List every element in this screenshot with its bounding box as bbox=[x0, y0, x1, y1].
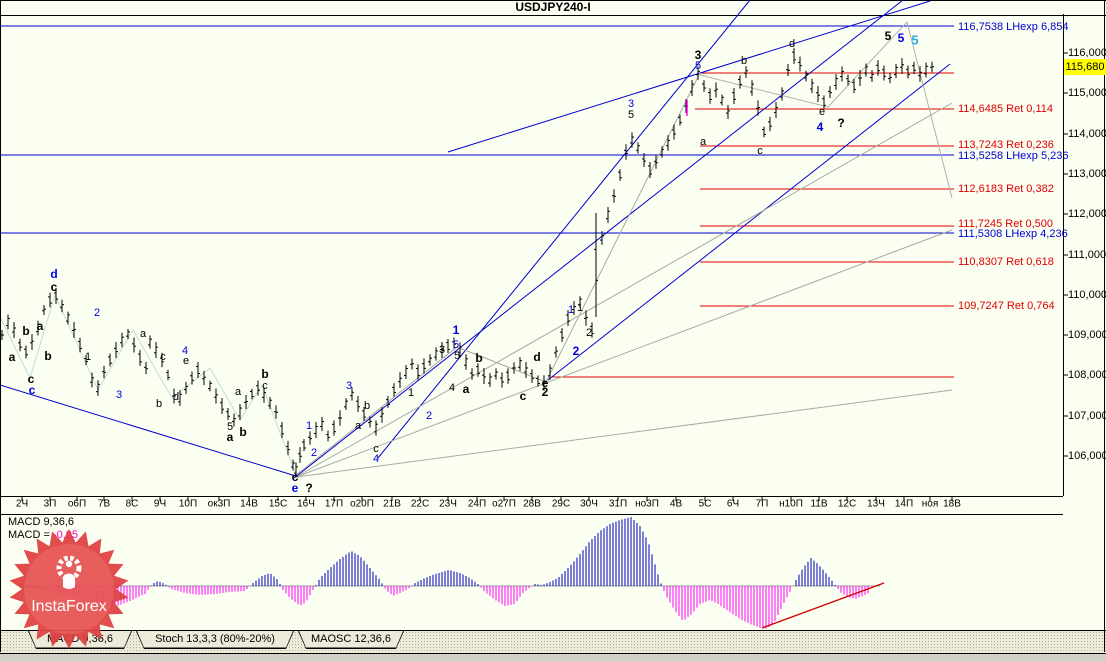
trend-line bbox=[377, 0, 751, 459]
zigzag-line bbox=[295, 72, 701, 476]
zigzag-line bbox=[699, 20, 953, 199]
trend-line bbox=[295, 389, 953, 478]
indicator-tab-stoch[interactable]: Stoch 13,3,3 (80%-20%) bbox=[136, 631, 294, 649]
logo-gear-icon bbox=[56, 555, 82, 581]
trend-line bbox=[0, 384, 300, 478]
macd-title: MACD 9,36,6 bbox=[8, 516, 75, 528]
panel-border bbox=[0, 496, 1063, 497]
logo-person-head bbox=[65, 560, 73, 568]
instaforex-logo: InstaForex bbox=[9, 529, 129, 649]
macd-header: MACD 9,36,6 MACD = -0,05 bbox=[8, 516, 78, 542]
status-strip bbox=[0, 653, 1106, 662]
trend-line bbox=[547, 63, 951, 381]
panel-border bbox=[0, 514, 1063, 515]
tab-label: MAOSC 12,36,6 bbox=[299, 631, 403, 648]
panel-border bbox=[1104, 0, 1105, 652]
macd-trend-line bbox=[761, 582, 885, 629]
chart-title: USDJPY240-I bbox=[0, 0, 1106, 16]
indicator-tab-maosc[interactable]: MAOSC 12,36,6 bbox=[298, 631, 404, 649]
tab-label: Stoch 13,3,3 (80%-20%) bbox=[137, 631, 293, 648]
trend-line bbox=[293, 0, 904, 479]
current-price-tag: 115,680 bbox=[1064, 59, 1106, 75]
panel-border bbox=[1063, 14, 1064, 496]
panel-border bbox=[0, 0, 1, 652]
logo-text: InstaForex bbox=[31, 598, 107, 615]
zigzag-line bbox=[0, 293, 297, 476]
trend-line bbox=[447, 0, 931, 153]
logo-person-body bbox=[63, 573, 75, 589]
trend-line bbox=[295, 229, 953, 478]
trend-line bbox=[295, 102, 953, 478]
